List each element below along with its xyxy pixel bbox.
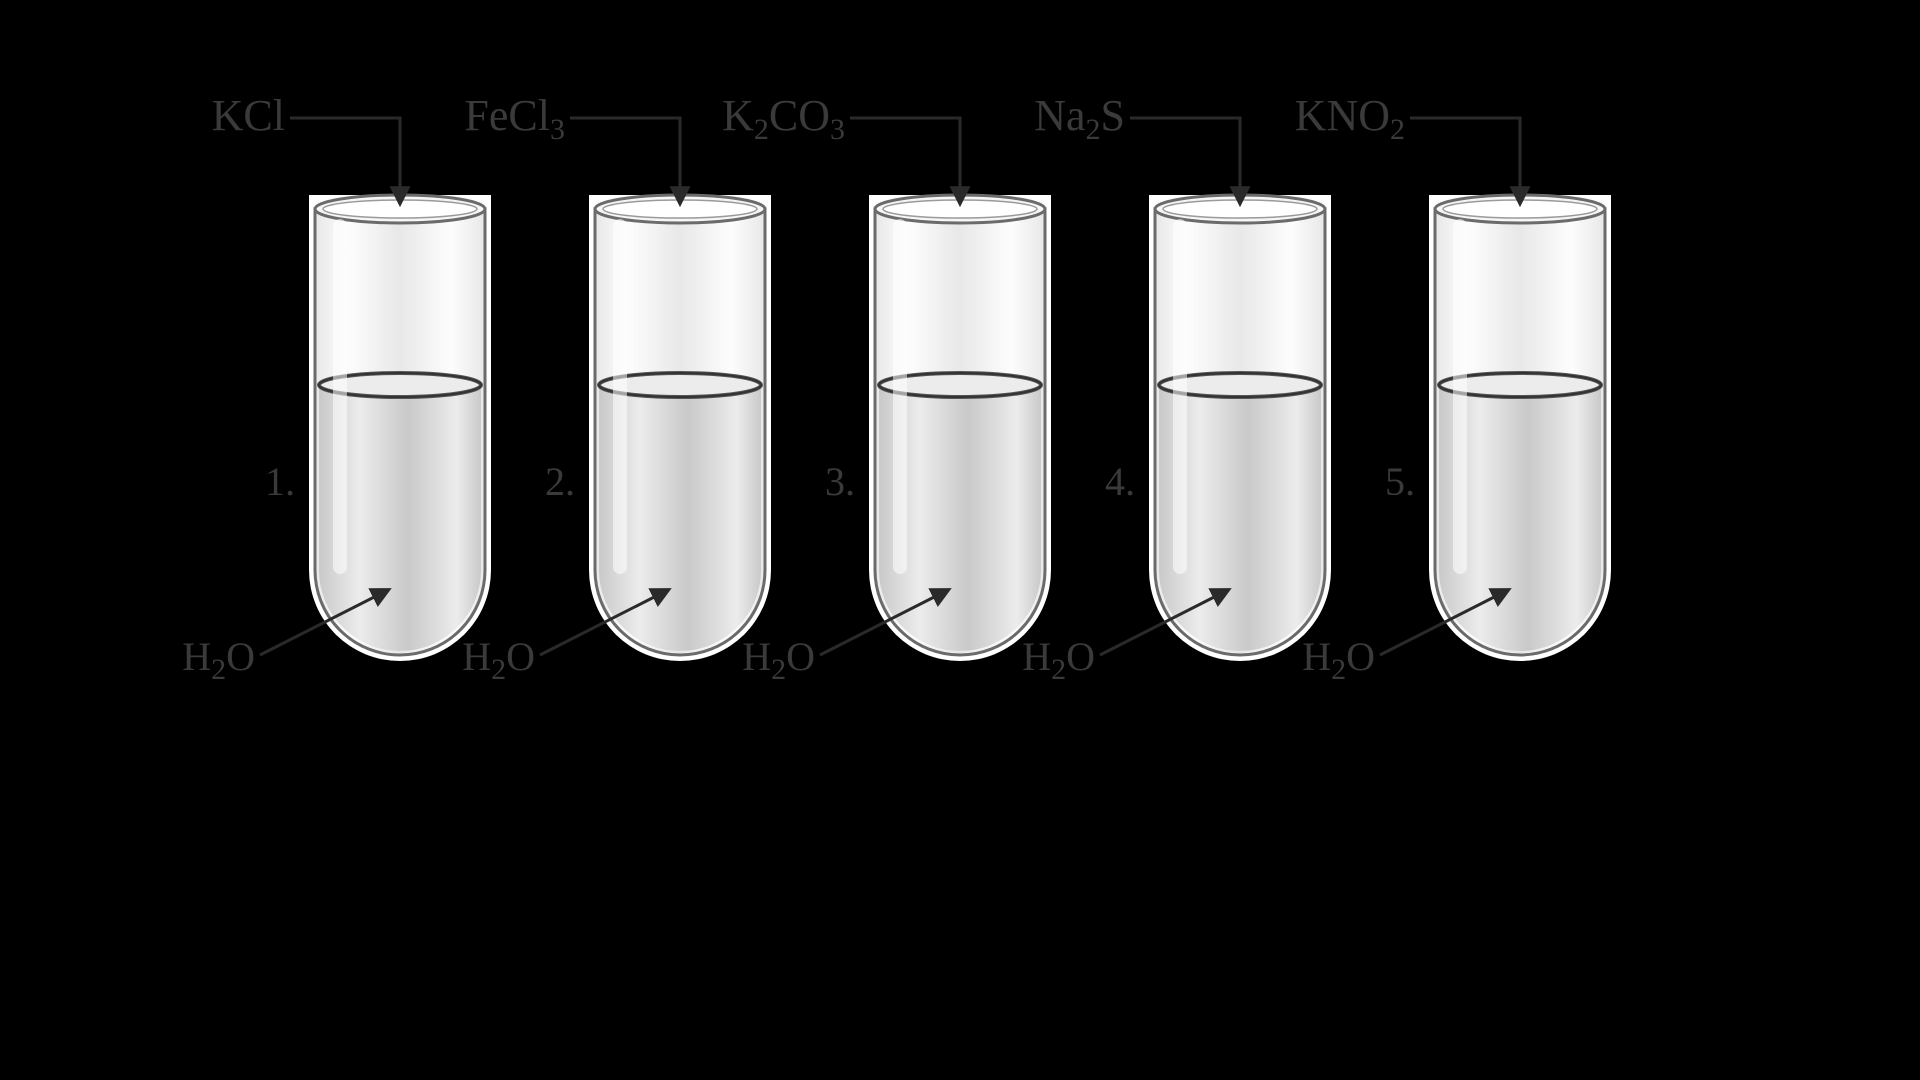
compound-label-3: K2CO3 xyxy=(722,91,845,146)
compound-label-5: KNO2 xyxy=(1295,91,1405,146)
compound-label-4: Na2S xyxy=(1034,91,1125,146)
tube-number-5: 5. xyxy=(1385,459,1415,504)
tube-number-4: 4. xyxy=(1105,459,1135,504)
tube-number-3: 3. xyxy=(825,459,855,504)
tube-number-2: 2. xyxy=(545,459,575,504)
tube-number-1: 1. xyxy=(265,459,295,504)
glass-highlight xyxy=(613,219,627,574)
compound-label-2: FeCl3 xyxy=(464,91,565,146)
diagram-canvas: KCl1.H2OFeCl32.H2OK2CO33.H2ONa2S4.H2OKNO… xyxy=(0,0,1920,1080)
glass-highlight xyxy=(333,219,347,574)
glass-highlight xyxy=(1453,219,1467,574)
glass-highlight xyxy=(893,219,907,574)
glass-highlight xyxy=(1173,219,1187,574)
compound-label-1: KCl xyxy=(212,91,285,140)
